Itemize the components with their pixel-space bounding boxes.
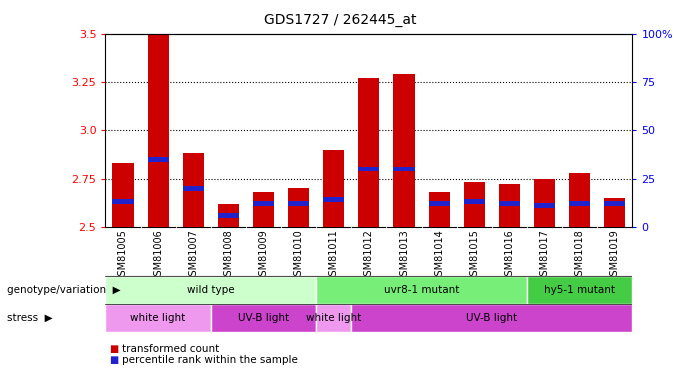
Bar bbox=[499, 201, 520, 206]
Text: GSM81007: GSM81007 bbox=[188, 229, 199, 282]
Bar bbox=[464, 200, 485, 204]
Text: transformed count: transformed count bbox=[122, 344, 220, 354]
Bar bbox=[218, 213, 239, 218]
Bar bbox=[323, 150, 344, 227]
Text: ■: ■ bbox=[109, 344, 118, 354]
Bar bbox=[464, 183, 485, 227]
Text: GSM81019: GSM81019 bbox=[610, 229, 620, 282]
Text: GSM81018: GSM81018 bbox=[575, 229, 585, 282]
Text: genotype/variation  ▶: genotype/variation ▶ bbox=[7, 285, 120, 295]
Text: GSM81010: GSM81010 bbox=[294, 229, 304, 282]
Text: GSM81009: GSM81009 bbox=[258, 229, 269, 282]
Text: GSM81015: GSM81015 bbox=[469, 229, 479, 282]
Bar bbox=[112, 200, 133, 204]
Bar bbox=[112, 163, 133, 227]
Bar bbox=[569, 201, 590, 206]
Bar bbox=[428, 201, 449, 206]
Text: white light: white light bbox=[131, 313, 186, 323]
Bar bbox=[288, 188, 309, 227]
Bar bbox=[605, 201, 626, 206]
Bar bbox=[288, 201, 309, 206]
Bar bbox=[358, 166, 379, 171]
Bar bbox=[148, 34, 169, 227]
Bar bbox=[569, 173, 590, 227]
Text: GSM81008: GSM81008 bbox=[223, 229, 233, 282]
Bar bbox=[605, 198, 626, 227]
Text: GSM81014: GSM81014 bbox=[434, 229, 444, 282]
Bar bbox=[253, 201, 274, 206]
Text: UV-B light: UV-B light bbox=[466, 313, 517, 323]
Bar bbox=[211, 304, 316, 332]
Text: hy5-1 mutant: hy5-1 mutant bbox=[544, 285, 615, 295]
Text: UV-B light: UV-B light bbox=[238, 313, 289, 323]
Bar bbox=[394, 74, 415, 227]
Text: GSM81005: GSM81005 bbox=[118, 229, 128, 282]
Bar bbox=[534, 178, 555, 227]
Text: stress  ▶: stress ▶ bbox=[7, 313, 52, 323]
Bar bbox=[183, 186, 204, 190]
Text: GSM81012: GSM81012 bbox=[364, 229, 374, 282]
Bar bbox=[352, 304, 632, 332]
Text: GSM81017: GSM81017 bbox=[539, 229, 549, 282]
Bar bbox=[253, 192, 274, 227]
Bar bbox=[527, 276, 632, 304]
Bar bbox=[183, 153, 204, 227]
Text: ■: ■ bbox=[109, 355, 118, 365]
Text: wild type: wild type bbox=[187, 285, 235, 295]
Bar bbox=[148, 157, 169, 162]
Text: GSM81011: GSM81011 bbox=[328, 229, 339, 282]
Text: white light: white light bbox=[306, 313, 361, 323]
Bar bbox=[358, 78, 379, 227]
Bar bbox=[534, 203, 555, 208]
Bar bbox=[323, 197, 344, 202]
Text: GSM81006: GSM81006 bbox=[153, 229, 163, 282]
Bar bbox=[316, 304, 352, 332]
Bar bbox=[499, 184, 520, 227]
Bar bbox=[218, 204, 239, 227]
Text: GSM81013: GSM81013 bbox=[399, 229, 409, 282]
Text: GSM81016: GSM81016 bbox=[505, 229, 515, 282]
Bar bbox=[394, 166, 415, 171]
Text: GDS1727 / 262445_at: GDS1727 / 262445_at bbox=[264, 13, 416, 27]
Bar bbox=[105, 276, 316, 304]
Text: percentile rank within the sample: percentile rank within the sample bbox=[122, 355, 299, 365]
Bar bbox=[316, 276, 527, 304]
Text: uvr8-1 mutant: uvr8-1 mutant bbox=[384, 285, 459, 295]
Bar bbox=[105, 304, 211, 332]
Bar bbox=[428, 192, 449, 227]
